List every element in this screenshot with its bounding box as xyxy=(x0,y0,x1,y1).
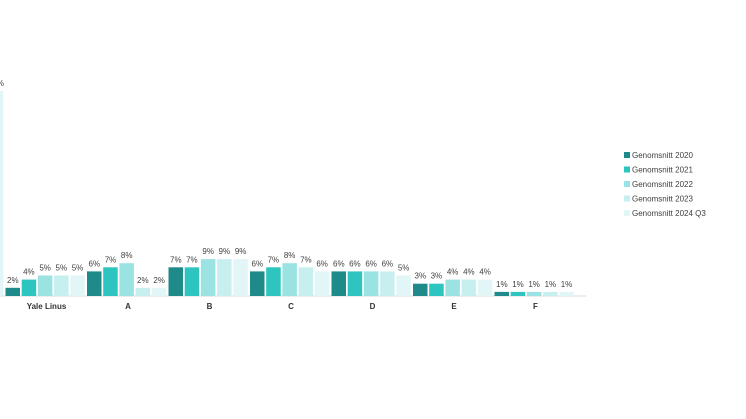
category-label-3: B xyxy=(207,302,213,311)
category-label-1: Yale Linus xyxy=(27,302,67,311)
value-label-2-2: 8% xyxy=(121,251,133,260)
category-label-5: D xyxy=(370,302,376,311)
value-label-3-2: 9% xyxy=(202,247,214,256)
bar-7-0 xyxy=(494,291,509,296)
value-label-4-0: 6% xyxy=(252,259,264,268)
category-label-4: C xyxy=(288,302,294,311)
legend-label-1: Genomsnitt 2021 xyxy=(632,166,693,175)
bar-2-0 xyxy=(87,271,102,296)
bar-2-2 xyxy=(119,263,134,296)
value-label-5-3: 6% xyxy=(382,259,394,268)
bar-4-3 xyxy=(298,267,314,296)
bar-5-4 xyxy=(396,275,411,296)
category-label-7: F xyxy=(533,302,538,311)
bar-1-3 xyxy=(54,275,69,296)
bar-4-4 xyxy=(314,271,330,296)
legend-label-0: Genomsnitt 2020 xyxy=(632,151,693,160)
value-label-2-4: 2% xyxy=(153,276,165,285)
bar-5-2 xyxy=(363,271,379,296)
bar-2-4 xyxy=(151,287,167,296)
bar-3-2 xyxy=(200,259,216,296)
bar-6-2 xyxy=(445,279,460,296)
value-label-6-1: 3% xyxy=(431,272,443,281)
value-label-6-3: 4% xyxy=(463,268,475,277)
value-label-1-1: 4% xyxy=(23,268,35,277)
value-label-4-3: 7% xyxy=(300,255,312,264)
category-label-6: E xyxy=(451,302,457,311)
legend-swatch-2 xyxy=(624,181,630,187)
bars-layer xyxy=(0,91,574,296)
bar-4-2 xyxy=(282,263,297,296)
value-label-7-1: 1% xyxy=(512,280,524,289)
value-label-1-2: 5% xyxy=(39,264,51,273)
bar-7-1 xyxy=(510,291,526,296)
value-label-6-0: 3% xyxy=(415,272,427,281)
bar-5-1 xyxy=(347,271,363,296)
bar-6-1 xyxy=(429,283,444,296)
value-label-4-4: 6% xyxy=(316,259,328,268)
bar-1-4 xyxy=(70,275,85,296)
value-label-6-4: 4% xyxy=(479,268,491,277)
bar-5-3 xyxy=(380,271,395,296)
value-label-3-1: 7% xyxy=(186,255,198,264)
value-label-4-2: 8% xyxy=(284,251,296,260)
value-label-5-4: 5% xyxy=(398,264,410,273)
bar-5-0 xyxy=(331,271,346,296)
bar-2-1 xyxy=(103,267,118,296)
bar-6-0 xyxy=(413,283,428,296)
value-label-6-2: 4% xyxy=(447,268,459,277)
value-label-3-0: 7% xyxy=(170,255,182,264)
bar-7-2 xyxy=(526,291,542,296)
value-label-1-4: 5% xyxy=(72,264,84,273)
legend-swatch-1 xyxy=(624,166,630,173)
legend: Genomsnitt 2020 Genomsnitt 2021 Genomsnitt… xyxy=(624,151,706,218)
value-label-7-2: 1% xyxy=(528,280,540,289)
legend-label-3: Genomsnitt 2023 xyxy=(632,195,693,204)
bar-6-4 xyxy=(477,279,493,296)
bar-3-1 xyxy=(184,267,200,296)
value-label-5-1: 6% xyxy=(349,259,361,268)
bar-1-0 xyxy=(5,287,20,296)
value-label-3-3: 9% xyxy=(219,247,231,256)
value-label-3-4: 9% xyxy=(235,247,247,256)
value-label-7-4: 1% xyxy=(561,280,573,289)
bar-3-3 xyxy=(217,259,232,296)
bar-4-1 xyxy=(266,267,281,296)
value-label-7-3: 1% xyxy=(545,280,557,289)
bar-3-0 xyxy=(168,267,183,296)
legend-swatch-4 xyxy=(624,210,630,216)
bar-3-4 xyxy=(233,259,248,296)
value-label-5-2: 6% xyxy=(365,259,377,268)
legend-label-2: Genomsnitt 2022 xyxy=(632,180,693,189)
legend-swatch-3 xyxy=(624,195,630,202)
value-label-1-0: 2% xyxy=(7,276,19,285)
category-label-2: A xyxy=(125,302,131,311)
legend-swatch-0 xyxy=(624,152,630,158)
bar-7-4 xyxy=(559,291,574,296)
value-label-4-1: 7% xyxy=(268,255,280,264)
value-label-1-3: 5% xyxy=(56,264,68,273)
bar-2-3 xyxy=(135,287,151,296)
bar-4-0 xyxy=(250,271,265,296)
bar-6-3 xyxy=(461,279,477,296)
value-labels-layer: 50% 2% 4% 5% 5% 5% 6% 7% 8% 2% 2% 7% 7% 9% 9% 9% 6% 7% 8% 7… xyxy=(0,79,572,289)
bar-1-2 xyxy=(37,275,53,296)
value-label-2-0: 6% xyxy=(89,259,101,268)
value-label-0-4: 50% xyxy=(0,79,4,88)
bar-0-4 xyxy=(0,91,4,296)
bar-7-3 xyxy=(543,291,558,296)
bar-1-1 xyxy=(21,279,37,296)
value-label-7-0: 1% xyxy=(496,280,508,289)
value-label-2-3: 2% xyxy=(137,276,149,285)
value-label-5-0: 6% xyxy=(333,259,345,268)
legend-label-4: Genomsnitt 2024 Q3 xyxy=(632,209,706,218)
value-label-2-1: 7% xyxy=(105,255,117,264)
